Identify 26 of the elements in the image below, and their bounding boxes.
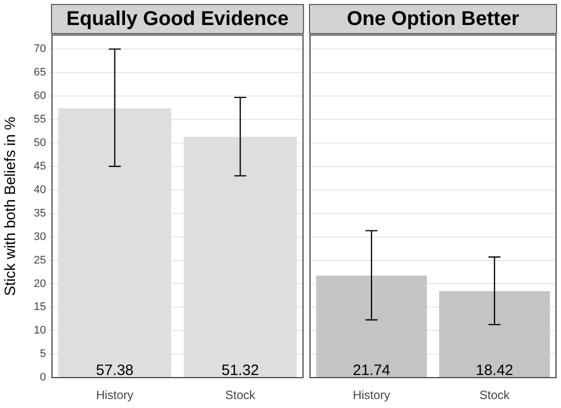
y-tick-label: 30: [34, 230, 46, 243]
y-tick-label: 70: [34, 43, 46, 56]
y-tick-label: 45: [34, 160, 46, 172]
y-tick-label: 40: [34, 184, 46, 196]
x-tick-label: History: [96, 388, 134, 402]
y-tick-label: 10: [34, 324, 46, 337]
y-tick-label: 25: [34, 254, 46, 266]
y-tick-label: 0: [40, 372, 46, 384]
y-tick-label: 65: [34, 66, 46, 79]
x-tick-label: Stock: [479, 388, 511, 402]
y-tick-label: 5: [40, 348, 46, 360]
y-tick-label: 60: [34, 90, 46, 102]
y-tick-label: 50: [34, 136, 46, 149]
x-tick-label: Stock: [225, 388, 256, 402]
y-tick-label: 15: [34, 301, 46, 314]
chart-title: Equally Good Evidence: [51, 4, 304, 34]
y-tick-label: 35: [34, 207, 46, 220]
y-tick-label: 55: [34, 114, 46, 126]
data-label: 21.74: [352, 362, 390, 380]
y-tick-label: 20: [34, 278, 46, 290]
x-tick-label: History: [352, 388, 390, 402]
data-label: 18.42: [476, 362, 514, 380]
data-label: 57.38: [96, 362, 134, 380]
data-label: 51.32: [221, 362, 260, 380]
chart-title: One Option Better: [309, 4, 557, 34]
y-axis-title: Stick with both Beliefs in %: [2, 116, 20, 296]
